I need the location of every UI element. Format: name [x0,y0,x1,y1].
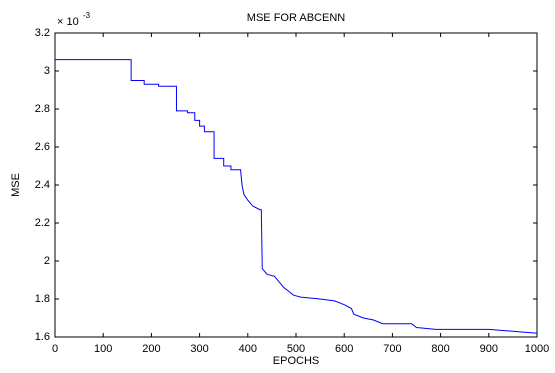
plot-frame [54,32,538,338]
y-tick-label: 2.4 [35,179,50,191]
y-axis-label: MSE [10,173,22,197]
x-tick-label: 700 [383,343,401,355]
y-scale-base: × 10 [57,16,79,28]
x-tick-label: 800 [431,343,449,355]
x-tick-label: 500 [287,343,305,355]
x-tick-label: 300 [190,343,208,355]
y-scale-exponent: -3 [83,11,91,20]
x-tick-label: 900 [480,343,498,355]
x-axis-label: EPOCHS [273,355,319,367]
data-line [55,59,538,334]
y-tick-label: 3.2 [35,27,50,39]
y-tick-label: 3 [44,65,50,77]
y-tick-label: 2 [44,255,50,267]
y-tick-label: 1.8 [35,293,50,305]
x-tick-label: 400 [239,343,257,355]
y-tick-label: 2.6 [35,141,50,153]
x-tick-label: 600 [335,343,353,355]
x-tick-label: 0 [52,343,58,355]
x-tick-label: 100 [94,343,112,355]
y-tick-label: 1.6 [35,331,50,343]
chart-title: MSE FOR ABCENN [247,12,345,24]
x-tick-label: 1000 [525,343,549,355]
y-tick-label: 2.8 [35,103,50,115]
y-tick-label: 2.2 [35,217,50,229]
x-tick-label: 200 [142,343,160,355]
